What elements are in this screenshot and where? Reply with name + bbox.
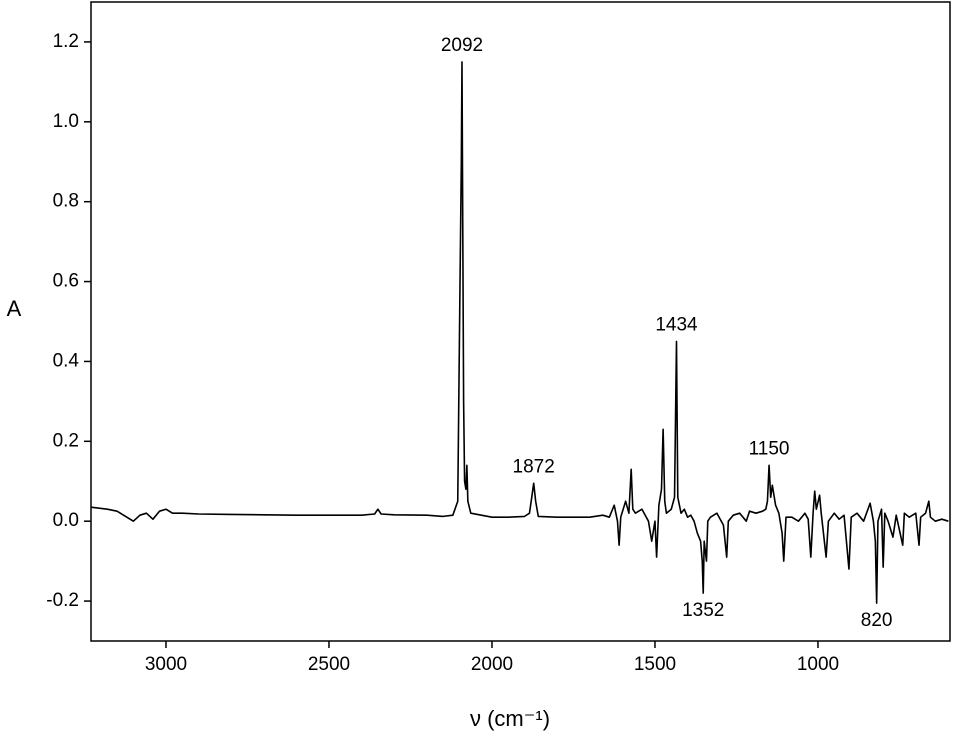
x-axis-label: ν (cm⁻¹) <box>470 706 550 731</box>
peak-label: 1150 <box>749 438 790 459</box>
y-tick-label: 1.2 <box>53 31 79 52</box>
x-tick-label: 1000 <box>797 654 839 675</box>
y-tick-label: 0.6 <box>53 271 79 292</box>
y-tick-label: 1.0 <box>53 111 79 132</box>
plot-frame <box>90 1 951 642</box>
x-tick-label: 2000 <box>471 654 513 675</box>
peak-label: 2092 <box>441 35 483 56</box>
y-tick-label: 0.8 <box>53 191 79 212</box>
y-tick-label: 0.0 <box>53 510 79 531</box>
peak-label: 1872 <box>513 456 555 477</box>
y-axis-label: A <box>7 296 22 321</box>
spectrum-line <box>90 61 949 604</box>
peak-label: 1434 <box>655 314 698 335</box>
x-tick-label: 2500 <box>308 654 350 675</box>
y-tick-label: 0.4 <box>53 350 80 371</box>
y-tick-label: 0.2 <box>53 430 79 451</box>
x-tick-label: 3000 <box>145 654 187 675</box>
peak-label: 820 <box>861 610 893 631</box>
peak-label: 1352 <box>682 600 724 621</box>
y-tick-label: -0.2 <box>46 590 79 611</box>
x-tick-label: 1500 <box>634 654 676 675</box>
